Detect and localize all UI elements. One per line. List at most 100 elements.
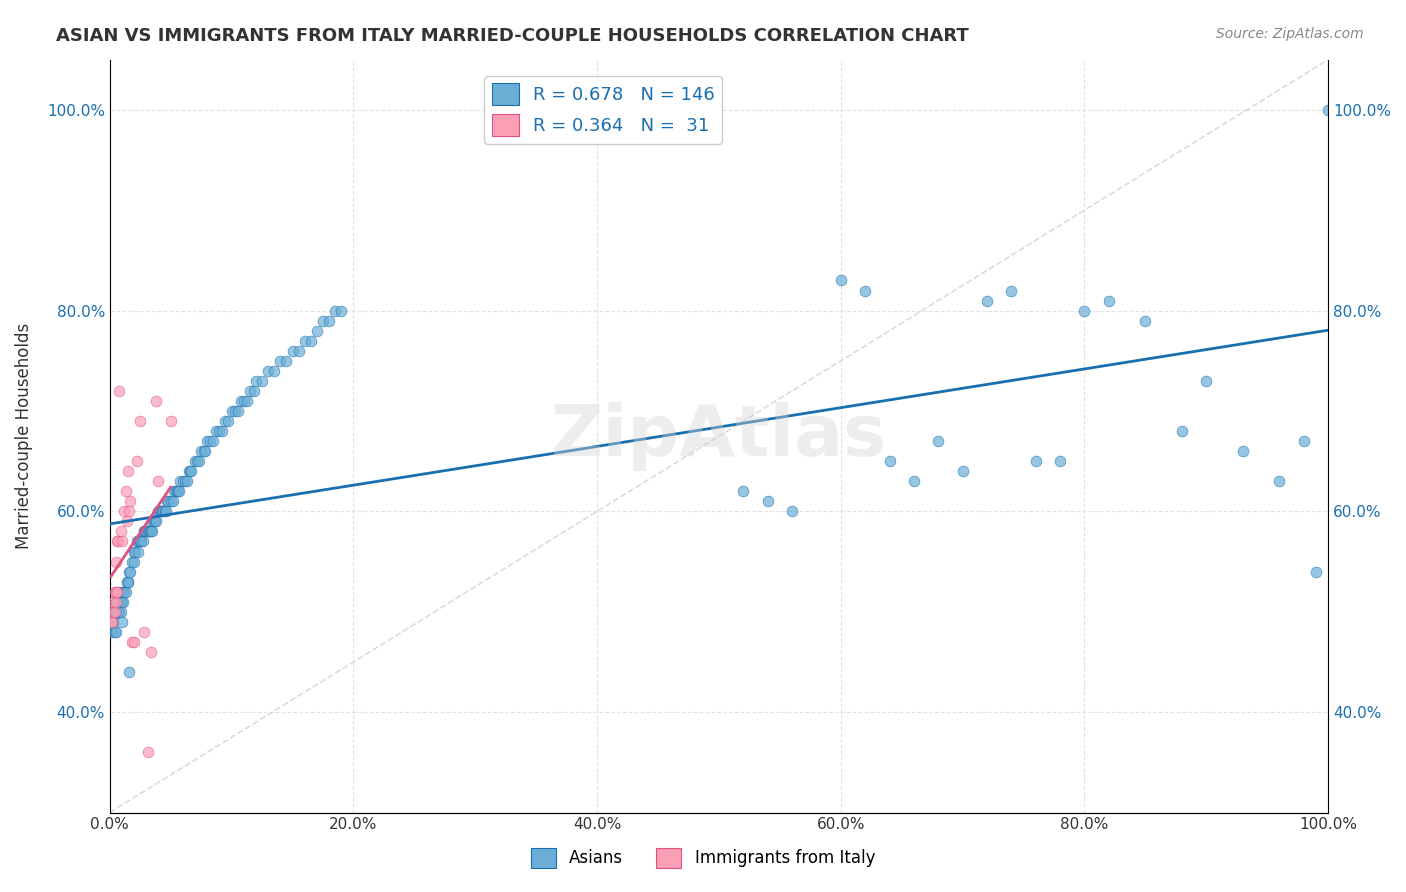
Immigrants from Italy [115, 515, 138, 529]
Immigrants from Italy [108, 384, 131, 398]
Asians [103, 615, 125, 629]
Asians [184, 454, 207, 468]
Asians [1305, 565, 1327, 579]
Asians [1171, 424, 1194, 438]
Asians [204, 424, 226, 438]
Immigrants from Italy [100, 615, 122, 629]
Asians [108, 595, 131, 609]
Asians [166, 484, 188, 499]
Asians [118, 665, 141, 679]
Immigrants from Italy [141, 645, 163, 659]
Asians [150, 504, 173, 518]
Asians [1268, 475, 1291, 489]
Immigrants from Italy [117, 464, 139, 478]
Asians [1292, 434, 1315, 448]
Asians [1317, 103, 1340, 117]
Asians [190, 444, 212, 458]
Asians [129, 534, 152, 549]
Asians [281, 343, 304, 358]
Asians [211, 424, 233, 438]
Asians [194, 444, 217, 458]
Asians [245, 374, 267, 388]
Asians [187, 454, 209, 468]
Immigrants from Italy [122, 635, 145, 649]
Asians [186, 454, 208, 468]
Asians [103, 605, 125, 619]
Asians [112, 584, 135, 599]
Asians [122, 544, 145, 558]
Asians [830, 273, 852, 287]
Asians [221, 404, 243, 418]
Asians [136, 524, 159, 539]
Asians [269, 353, 291, 368]
Asians [107, 605, 129, 619]
Asians [165, 484, 187, 499]
Immigrants from Italy [105, 534, 128, 549]
Asians [148, 504, 170, 518]
Asians [104, 605, 127, 619]
Asians [163, 484, 186, 499]
Asians [134, 524, 156, 539]
Asians [318, 313, 340, 327]
Asians [733, 484, 755, 499]
Text: Source: ZipAtlas.com: Source: ZipAtlas.com [1216, 27, 1364, 41]
Asians [100, 615, 122, 629]
Asians [110, 605, 132, 619]
Asians [111, 615, 134, 629]
Asians [104, 624, 127, 639]
Asians [195, 434, 218, 448]
Asians [104, 605, 127, 619]
Asians [141, 515, 163, 529]
Immigrants from Italy [125, 454, 148, 468]
Asians [111, 584, 134, 599]
Asians [231, 393, 253, 408]
Asians [105, 595, 128, 609]
Immigrants from Italy [148, 475, 170, 489]
Immigrants from Italy [159, 414, 181, 428]
Legend: Asians, Immigrants from Italy: Asians, Immigrants from Italy [524, 841, 882, 875]
Asians [232, 393, 254, 408]
Asians [107, 605, 129, 619]
Asians [224, 404, 246, 418]
Asians [135, 524, 157, 539]
Immigrants from Italy [118, 504, 141, 518]
Asians [152, 504, 174, 518]
Asians [112, 584, 135, 599]
Immigrants from Italy [136, 745, 159, 759]
Asians [174, 475, 197, 489]
Asians [132, 524, 155, 539]
Asians [276, 353, 298, 368]
Asians [129, 534, 152, 549]
Asians [143, 515, 166, 529]
Asians [176, 475, 198, 489]
Asians [104, 605, 127, 619]
Asians [111, 595, 134, 609]
Asians [257, 364, 280, 378]
Asians [287, 343, 309, 358]
Asians [107, 584, 129, 599]
Asians [139, 524, 162, 539]
Asians [138, 524, 160, 539]
Asians [214, 414, 236, 428]
Asians [976, 293, 998, 308]
Immigrants from Italy [103, 595, 125, 609]
Asians [155, 504, 177, 518]
Asians [198, 434, 221, 448]
Asians [117, 574, 139, 589]
Asians [180, 464, 202, 478]
Asians [756, 494, 779, 508]
Asians [105, 605, 128, 619]
Immigrants from Italy [145, 393, 167, 408]
Asians [1232, 444, 1254, 458]
Asians [162, 494, 184, 508]
Asians [149, 504, 172, 518]
Y-axis label: Married-couple Households: Married-couple Households [15, 323, 32, 549]
Asians [239, 384, 262, 398]
Immigrants from Italy [112, 504, 135, 518]
Immigrants from Italy [104, 584, 127, 599]
Asians [167, 484, 190, 499]
Immigrants from Italy [107, 534, 129, 549]
Asians [952, 464, 974, 478]
Asians [927, 434, 949, 448]
Text: ASIAN VS IMMIGRANTS FROM ITALY MARRIED-COUPLE HOUSEHOLDS CORRELATION CHART: ASIAN VS IMMIGRANTS FROM ITALY MARRIED-C… [56, 27, 969, 45]
